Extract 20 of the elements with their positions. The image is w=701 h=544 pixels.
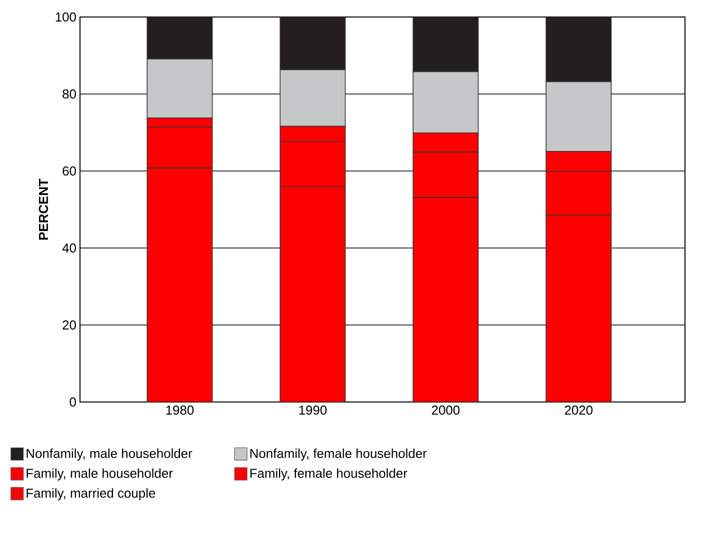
bar xyxy=(546,16,612,82)
legend-label: Family, married couple xyxy=(26,488,156,500)
x-tick-label: 1980 xyxy=(166,406,194,415)
y-tick-label: 40 xyxy=(62,243,76,253)
legend-label: Nonfamily, male householder xyxy=(26,448,192,461)
y-tick-label: 80 xyxy=(62,89,76,99)
y-tick-label: 60 xyxy=(62,166,76,176)
y-axis-title: PERCENT xyxy=(38,178,48,240)
legend-label: Family, female householder xyxy=(250,468,408,480)
bar xyxy=(146,16,213,60)
bar xyxy=(280,16,346,70)
bar xyxy=(412,16,479,72)
y-tick-label: 0 xyxy=(70,397,76,407)
x-tick-label: 2000 xyxy=(432,406,460,415)
y-tick-label: 20 xyxy=(62,320,76,330)
legend-label: Nonfamily, female householder xyxy=(250,448,427,461)
y-tick-label: 100 xyxy=(56,12,76,22)
x-tick-label: 2020 xyxy=(564,406,593,415)
x-tick-label: 1990 xyxy=(299,406,327,415)
legend-label: Family, male householder xyxy=(26,468,173,480)
